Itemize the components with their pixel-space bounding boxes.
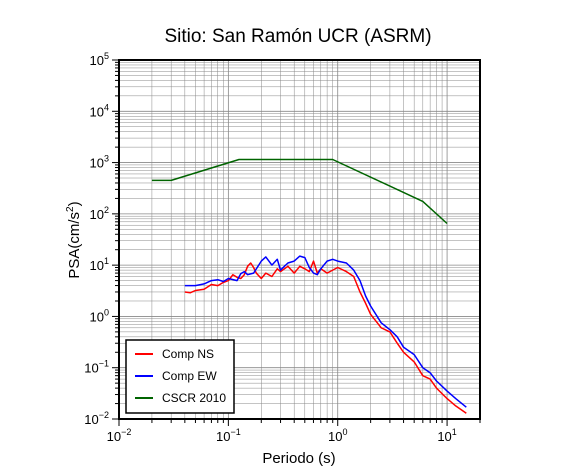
y-tick-label: 101: [90, 256, 109, 273]
y-tick-label: 100: [90, 307, 109, 324]
y-tick-label: 104: [90, 102, 109, 119]
y-tick-label: 105: [90, 51, 109, 68]
x-tick-label: 100: [328, 427, 347, 444]
x-tick-labels: 10−2 10−1 100 101: [107, 427, 457, 444]
x-tick-label: 101: [437, 427, 456, 444]
x-axis-label: Periodo (s): [262, 450, 335, 467]
legend-label: Comp NS: [162, 347, 214, 361]
y-tick-label: 102: [90, 205, 109, 222]
tick-marks: [112, 59, 481, 426]
chart-title: Sitio: San Ramón UCR (ASRM): [164, 26, 431, 47]
y-axis-label-superscript: 2: [65, 206, 76, 212]
y-axis-label-text: PSA(cm/s: [66, 212, 83, 279]
y-axis-label-close: ): [66, 201, 83, 206]
legend: Comp NS Comp EW CSCR 2010: [125, 339, 235, 414]
series-line-1: [184, 260, 467, 414]
x-tick-label: 10−2: [107, 427, 132, 444]
legend-label: Comp EW: [162, 369, 217, 383]
legend-label: CSCR 2010: [162, 391, 226, 405]
y-axis-label: PSA(cm/s2): [65, 201, 83, 278]
series-line-2: [184, 255, 467, 408]
y-tick-labels: 10−2 10−1 100 101 102 103 104 105: [84, 51, 109, 427]
x-tick-label: 10−1: [216, 427, 241, 444]
y-tick-label: 10−1: [84, 359, 109, 376]
y-tick-label: 10−2: [84, 410, 109, 427]
series-line-3: [151, 158, 448, 225]
y-tick-label: 103: [90, 154, 109, 171]
series-layer: [151, 158, 467, 414]
plot-frame: [118, 59, 481, 420]
